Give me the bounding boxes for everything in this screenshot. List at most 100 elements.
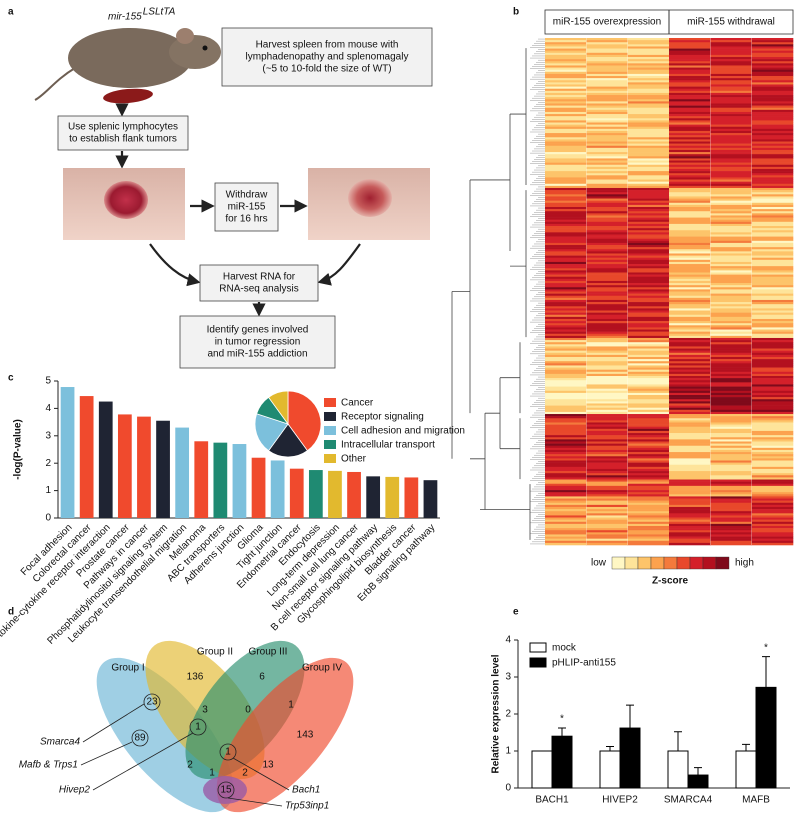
heatmap-cell: [751, 532, 794, 535]
bar: [347, 471, 361, 518]
heatmap-cell: [669, 299, 711, 303]
heatmap-cell: [751, 175, 794, 178]
error-bar: [762, 656, 770, 688]
heatmap-cell: [586, 143, 628, 147]
heatmap-cell: [586, 274, 628, 278]
x-tick-label: SMARCA4: [664, 795, 713, 806]
step-text: lymphadenopathy and splenomagaly: [246, 52, 409, 63]
heatmap-cell: [545, 384, 587, 387]
heatmap-cell: [586, 251, 628, 254]
heatmap-cell: [586, 395, 628, 398]
heatmap-cell: [751, 162, 794, 166]
heatmap-cell: [545, 390, 587, 394]
heatmap-cell: [710, 135, 752, 138]
heatmap-cell: [751, 424, 794, 427]
heatmap-cell: [751, 401, 794, 404]
bar: [755, 686, 777, 789]
heatmap-cell: [751, 397, 794, 400]
heatmap-cell: [669, 388, 711, 392]
heatmap-cell: [586, 164, 628, 168]
heatmap-cell: [710, 428, 752, 432]
heatmap-cell: [669, 344, 711, 347]
heatmap-cell: [627, 158, 670, 161]
heatmap-cell: [545, 124, 587, 128]
heatmap-cell: [669, 487, 711, 491]
heatmap-cell: [627, 299, 670, 303]
heatmap-cell: [545, 194, 587, 197]
region-count: 0: [245, 705, 251, 716]
heatmap-cell: [751, 316, 794, 320]
legend-label: Cell adhesion and migration: [341, 426, 465, 437]
heatmap-cell: [627, 61, 670, 64]
colorbar-low: low: [591, 558, 607, 569]
heatmap-cell: [586, 65, 628, 68]
heatmap-cell: [751, 515, 794, 518]
heatmap-cell: [586, 352, 628, 356]
heatmap-cell: [545, 314, 587, 318]
heatmap-cell: [669, 477, 711, 480]
heatmap-cell: [751, 485, 794, 489]
heatmap-cell: [751, 422, 794, 425]
heatmap-cell: [669, 502, 711, 506]
heatmap-cell: [710, 168, 752, 172]
heatmap-cell: [586, 422, 628, 425]
heatmap-cell: [545, 204, 587, 208]
heatmap-cell: [545, 285, 587, 288]
pie-slice: [268, 390, 289, 426]
heatmap-cell: [586, 128, 628, 132]
heatmap-cell: [751, 130, 794, 134]
heatmap-cell: [627, 316, 670, 320]
heatmap-cell: [545, 371, 587, 375]
heatmap-cell: [669, 297, 711, 301]
heatmap-cell: [545, 109, 587, 113]
heatmap-cell: [586, 120, 628, 123]
heatmap-cell: [627, 283, 670, 286]
heatmap-cell: [751, 283, 794, 286]
heatmap-cell: [710, 38, 752, 41]
heatmap-cell: [586, 139, 628, 142]
heatmap-cell: [751, 92, 794, 96]
heatmap-cell: [627, 280, 670, 284]
heatmap-cell: [586, 38, 628, 41]
heatmap-cell: [751, 443, 794, 447]
heatmap-cell: [669, 316, 711, 320]
heatmap-cell: [710, 130, 752, 134]
heatmap-cell: [627, 530, 670, 533]
heatmap-cell: [545, 500, 587, 504]
heatmap-cell: [751, 395, 794, 398]
heatmap-cell: [586, 325, 628, 328]
heatmap-cell: [545, 251, 587, 254]
heatmap-cell: [545, 211, 587, 214]
heatmap-cell: [669, 65, 711, 68]
heatmap-cell: [751, 399, 794, 402]
heatmap-cell: [710, 437, 752, 440]
heatmap-cell: [586, 107, 628, 111]
heatmap-cell: [751, 173, 794, 176]
heatmap-cell: [586, 407, 628, 411]
heatmap-cell: [545, 437, 587, 440]
heatmap-cell: [586, 207, 628, 210]
heatmap-cell: [710, 61, 752, 64]
heatmap-cell: [586, 116, 628, 119]
legend-label: pHLIP-anti155: [552, 658, 616, 669]
heatmap-cell: [751, 506, 794, 510]
heatmap-cell: [586, 380, 628, 383]
heatmap-cell: [751, 458, 794, 461]
heatmap-cell: [545, 466, 587, 470]
heatmap-cell: [586, 200, 628, 204]
heatmap-cell: [751, 483, 794, 487]
heatmap-cell: [751, 156, 794, 159]
heatmap-cell: [751, 200, 794, 204]
heatmap-cell: [669, 200, 711, 204]
heatmap-cell: [710, 143, 752, 147]
heatmap-cell: [669, 274, 711, 278]
heatmap-cell: [751, 335, 794, 339]
heatmap-cell: [751, 158, 794, 161]
step-text: for 16 hrs: [225, 214, 267, 225]
heatmap-cell: [545, 240, 587, 244]
heatmap-cell: [627, 63, 670, 66]
heatmap-cell: [586, 86, 628, 89]
heatmap-cell: [669, 272, 711, 275]
heatmap-cell: [669, 384, 711, 387]
heatmap-cell: [751, 48, 794, 51]
